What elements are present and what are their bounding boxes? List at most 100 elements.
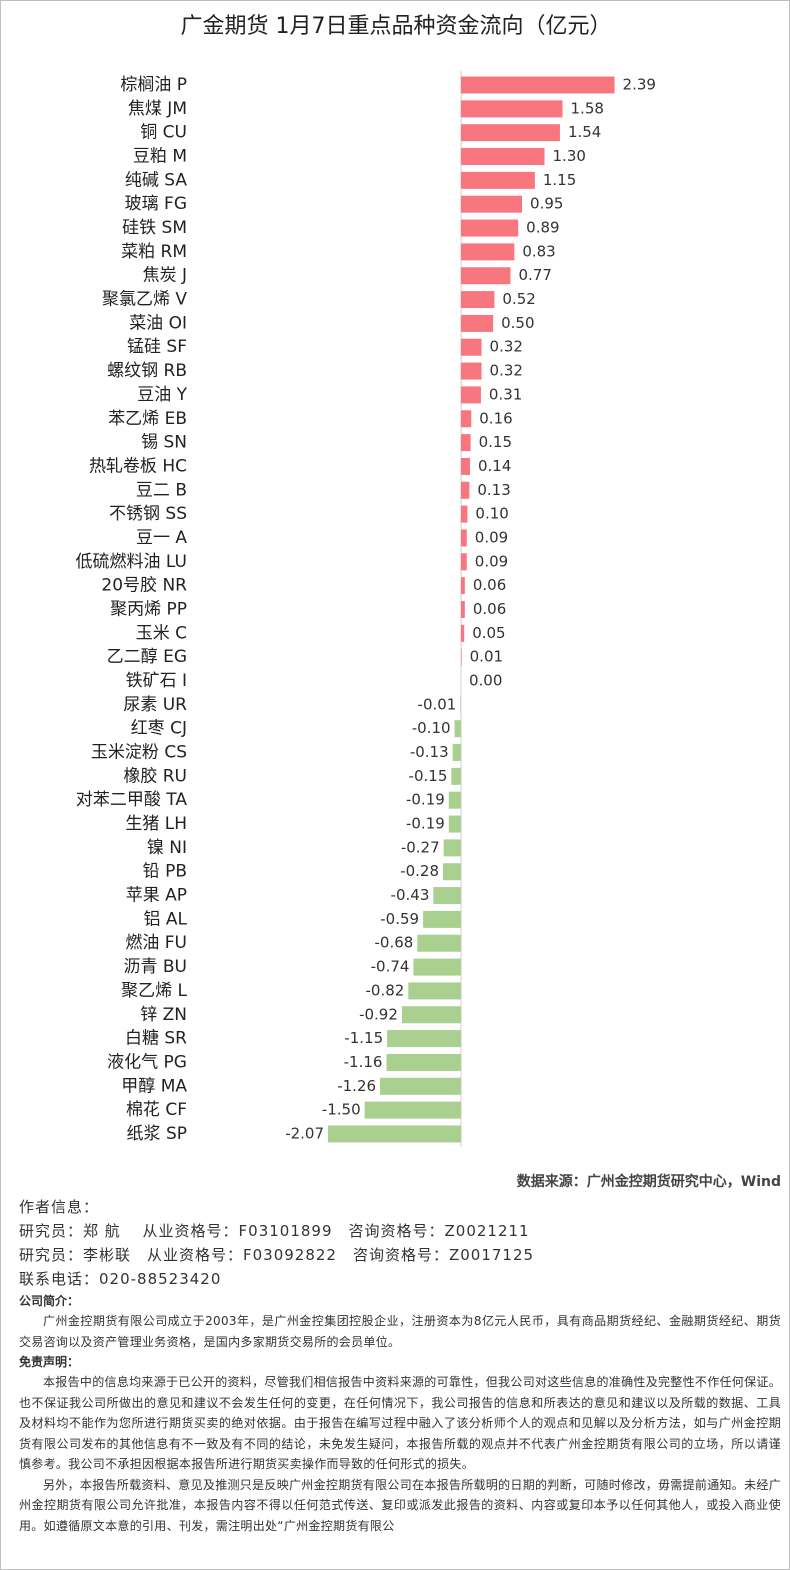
bar [448, 815, 461, 833]
value-label: -0.13 [410, 743, 449, 761]
category-label: 乙二醇 EG [107, 647, 187, 667]
category-label: 聚氯乙烯 V [102, 290, 187, 310]
category-label: 玉米 C [136, 623, 187, 643]
intro-heading: 公司简介： [19, 1294, 80, 1308]
category-label: 铝 AL [143, 909, 187, 929]
category-label: 不锈钢 SS [109, 504, 187, 524]
phone: 联系电话：020-88523420 [19, 1270, 222, 1288]
category-label: 锌 ZN [140, 1005, 187, 1025]
bar [413, 958, 461, 976]
bar [461, 219, 519, 237]
category-label: 液化气 PG [107, 1052, 187, 1072]
value-label: 0.15 [479, 433, 512, 451]
value-label: -1.16 [344, 1053, 383, 1071]
value-label: -0.74 [371, 958, 410, 976]
value-label: -0.10 [412, 719, 451, 737]
category-label: 苹果 AP [126, 886, 187, 906]
value-label: 1.54 [568, 123, 601, 141]
author-heading: 作者信息： [19, 1198, 100, 1216]
value-label: 0.16 [479, 409, 512, 427]
category-label: 纸浆 SP [127, 1124, 187, 1144]
category-label: 铁矿石 I [126, 671, 187, 691]
value-label: -1.26 [337, 1077, 376, 1095]
bar [417, 934, 461, 952]
bar [364, 1101, 461, 1119]
value-label: 0.89 [526, 219, 559, 237]
bar [423, 910, 461, 928]
bar [386, 1053, 461, 1071]
bar [433, 887, 461, 905]
value-label: 2.39 [623, 76, 656, 94]
category-label: 焦炭 J [143, 266, 187, 286]
bar [443, 863, 461, 881]
bar [461, 195, 523, 213]
value-label: -0.82 [366, 981, 405, 999]
bar [461, 100, 563, 118]
value-label: 0.32 [490, 338, 523, 356]
value-label: 0.13 [477, 481, 510, 499]
value-label: 0.05 [472, 624, 505, 642]
bar [452, 744, 461, 762]
category-label: 甲醇 MA [121, 1076, 187, 1096]
bar [461, 434, 471, 452]
category-label: 豆二 B [136, 480, 187, 500]
value-label: 0.50 [501, 314, 534, 332]
value-label: -1.50 [322, 1101, 361, 1119]
value-label: 0.06 [473, 576, 506, 594]
category-label: 对苯二甲酸 TA [76, 790, 187, 810]
bar [461, 600, 465, 618]
category-label: 玉米淀粉 CS [91, 743, 187, 763]
category-label: 聚乙烯 L [121, 981, 187, 1001]
category-label: 铅 PB [143, 862, 187, 882]
category-label: 菜油 OI [129, 313, 187, 333]
value-label: -0.43 [391, 886, 430, 904]
category-label: 硅铁 SM [122, 218, 187, 238]
value-label: 1.58 [571, 99, 604, 117]
value-label: 0.01 [470, 648, 503, 666]
category-label: 菜粕 RM [121, 242, 187, 262]
value-label: 0.10 [475, 505, 508, 523]
bar [461, 386, 481, 404]
disclaimer: 另外，本报告所载资料、意见及推测只是反映广州金控期货有限公司在本报告所载明的日期… [19, 1477, 782, 1533]
bar [454, 720, 461, 738]
value-label: 0.09 [475, 552, 508, 570]
bar [461, 648, 462, 666]
bar [401, 1006, 461, 1024]
value-label: -0.19 [406, 815, 445, 833]
category-label: 棕榈油 P [120, 75, 187, 95]
bar [461, 76, 615, 94]
category-label: 沥青 BU [123, 957, 187, 977]
value-label: 0.83 [522, 242, 555, 260]
bar [448, 791, 461, 809]
category-label: 生猪 LH [125, 814, 187, 834]
category-label: 玻璃 FG [125, 194, 187, 214]
category-label: 焦煤 JM [128, 99, 187, 119]
category-label: 锡 SN [141, 433, 187, 453]
value-label: 0.00 [469, 672, 502, 690]
bar [443, 839, 461, 857]
bar [380, 1077, 461, 1095]
bar [461, 457, 470, 475]
value-label: -0.68 [374, 934, 413, 952]
document: 作者信息： 研究员：郑 航 从业资格号：F03101899 咨询资格号：Z002… [19, 1195, 781, 1536]
bar [461, 505, 468, 523]
author: 研究员：郑 航 从业资格号：F03101899 咨询资格号：Z0021211 [19, 1222, 530, 1240]
category-label: 热轧卷板 HC [89, 456, 187, 476]
value-label: 0.09 [475, 528, 508, 546]
value-label: 0.06 [473, 600, 506, 618]
value-label: -0.27 [401, 838, 440, 856]
value-label: -0.92 [359, 1005, 398, 1023]
category-label: 橡胶 RU [123, 766, 187, 786]
bar [461, 148, 545, 166]
category-label: 豆一 A [136, 528, 187, 548]
category-label: 白糖 SR [125, 1029, 187, 1049]
bar [461, 577, 465, 595]
category-label: 铜 CU [140, 123, 187, 143]
bar [461, 410, 472, 428]
bar [461, 243, 515, 261]
value-label: 1.30 [553, 147, 586, 165]
value-label: -0.19 [406, 791, 445, 809]
bar [461, 124, 560, 142]
bar [408, 982, 461, 1000]
